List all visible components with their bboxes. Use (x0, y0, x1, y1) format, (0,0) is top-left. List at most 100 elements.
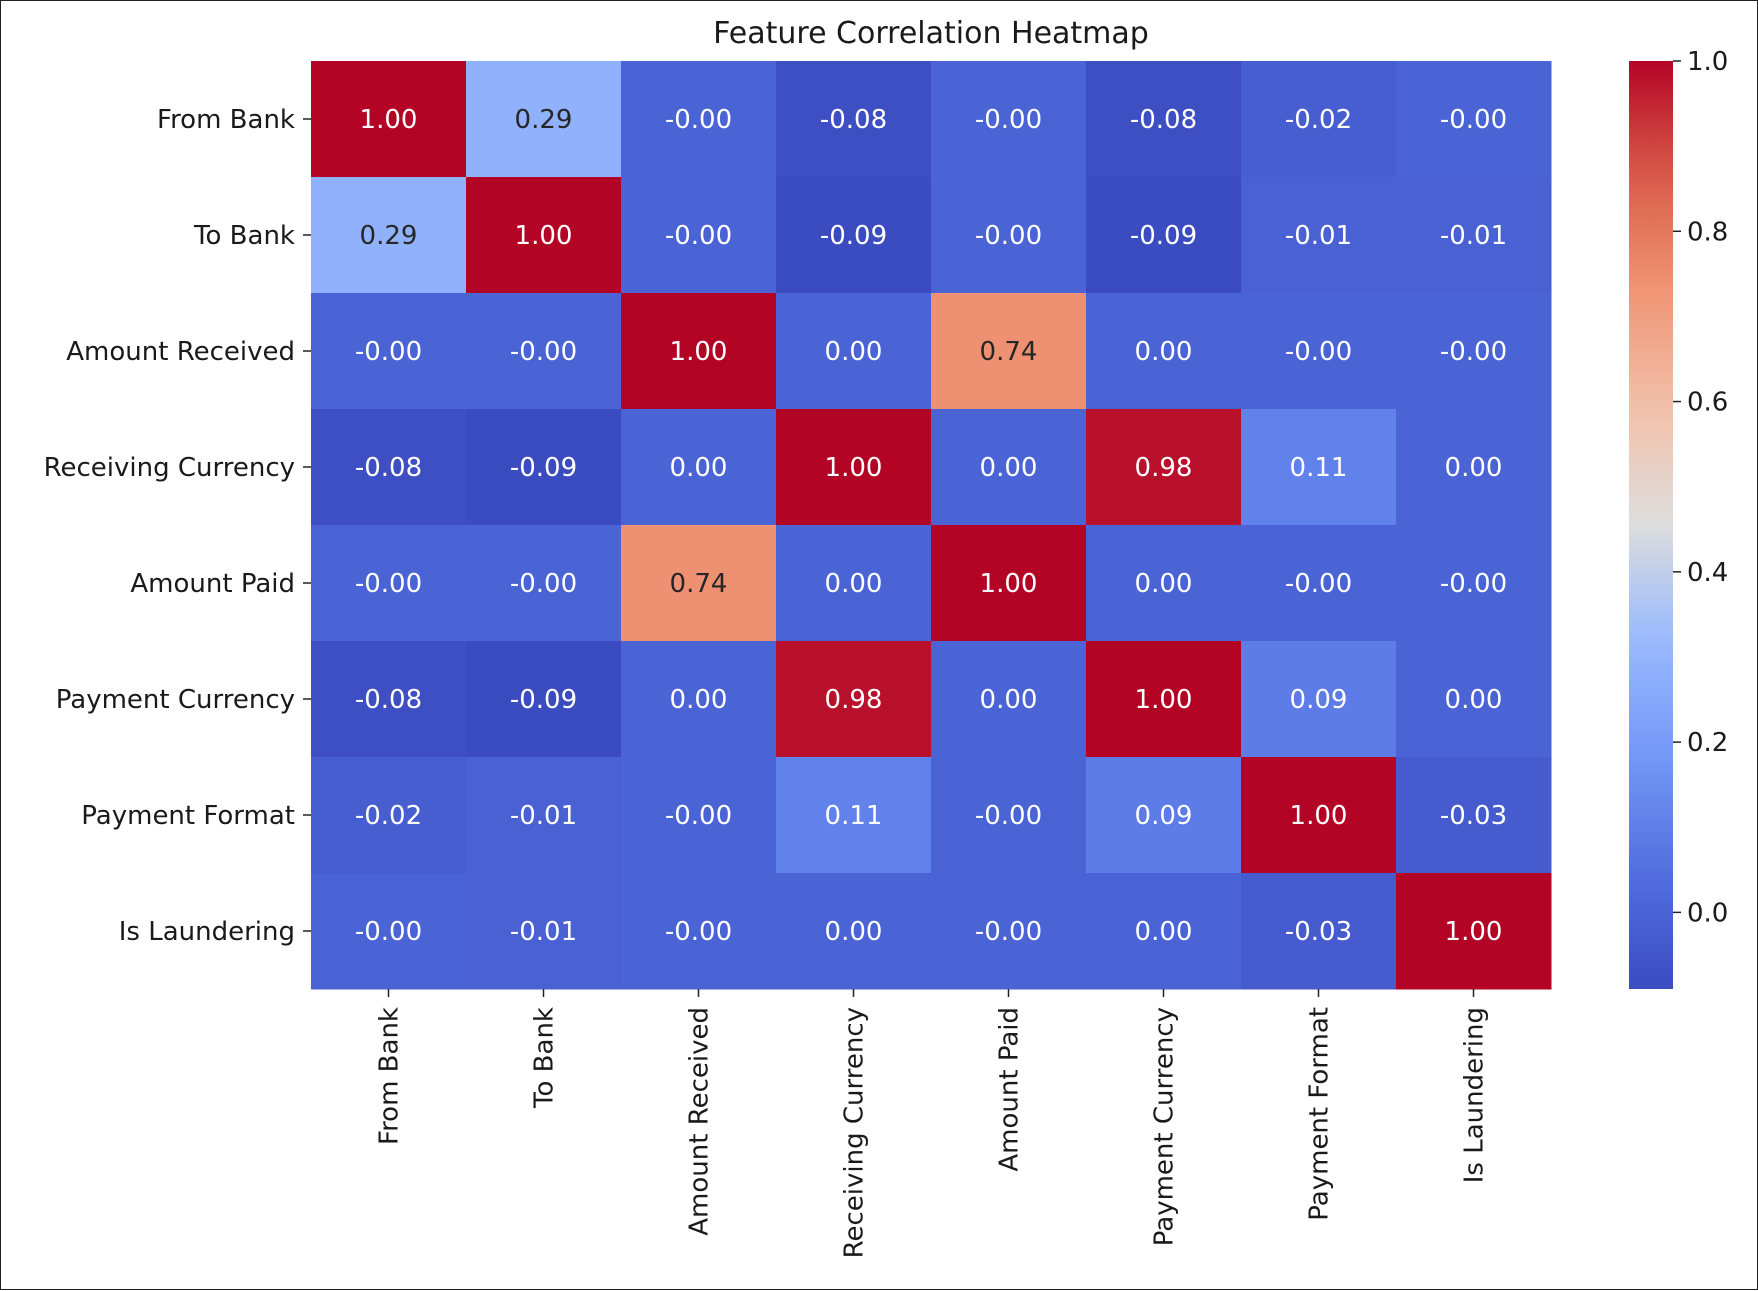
heatmap-cells: 1.00 0.29 -0.00 -0.08 -0.00 -0.08 -0.02 -0.00 0.… (311, 61, 1552, 990)
x-tick-label: To Bank (530, 1007, 560, 1109)
heatmap-cell-label: 1.00 (980, 569, 1038, 599)
x-tick-label: Amount Received (685, 1007, 715, 1236)
heatmap-cell (931, 757, 1087, 874)
heatmap-cell (311, 61, 467, 178)
heatmap-cell (776, 525, 932, 642)
heatmap-cell-label: 0.09 (1135, 801, 1193, 831)
heatmap-cell-label: 1.00 (825, 453, 883, 483)
heatmap-cell-label: -0.01 (510, 917, 577, 947)
heatmap-cell (931, 873, 1087, 990)
heatmap-cell-label: 1.00 (670, 337, 728, 367)
heatmap-cell (776, 409, 932, 526)
heatmap-cell-label: 0.00 (1445, 453, 1503, 483)
heatmap-cell (466, 177, 622, 294)
heatmap-cell (1396, 409, 1552, 526)
heatmap-cell (931, 409, 1087, 526)
x-tick-label: Amount Paid (995, 1007, 1025, 1172)
heatmap-cell-label: -0.00 (975, 917, 1042, 947)
heatmap-cell-label: -0.00 (510, 569, 577, 599)
heatmap-cell (621, 61, 777, 178)
heatmap-cell (466, 293, 622, 410)
heatmap-cell-label: 0.74 (980, 337, 1038, 367)
y-tick-label: Is Laundering (119, 917, 295, 947)
y-tick-label: Receiving Currency (44, 453, 295, 483)
y-tick-label: Payment Format (81, 801, 295, 831)
heatmap-cell (621, 757, 777, 874)
heatmap-cell (466, 873, 622, 990)
heatmap-cell-label: 0.74 (670, 569, 728, 599)
heatmap-cell (621, 409, 777, 526)
heatmap-cell-label: -0.08 (355, 685, 422, 715)
heatmap-cell (931, 641, 1087, 758)
heatmap-cell-label: 0.00 (980, 685, 1038, 715)
heatmap-cell-label: -0.01 (1440, 221, 1507, 251)
heatmap-cell (621, 873, 777, 990)
heatmap-cell (1241, 177, 1397, 294)
colorbar-tick-label: 0.6 (1687, 388, 1728, 418)
heatmap-cell-label: -0.01 (1285, 221, 1352, 251)
heatmap-cell (1241, 757, 1397, 874)
y-tick-labels: From Bank To Bank Amount Received Receiving… (44, 105, 311, 947)
heatmap-cell-label: 0.11 (1290, 453, 1348, 483)
heatmap-cell-label: 0.98 (1135, 453, 1193, 483)
heatmap-cell-label: 0.00 (670, 685, 728, 715)
heatmap-cell-label: -0.00 (665, 801, 732, 831)
x-tick-label: From Bank (375, 1007, 405, 1145)
heatmap-cell-label: -0.00 (975, 801, 1042, 831)
colorbar-tick-label: 0.0 (1687, 898, 1728, 928)
heatmap-cell-label: 0.29 (360, 221, 418, 251)
colorbar-tick-label: 0.2 (1687, 728, 1728, 758)
heatmap-cell-label: -0.08 (355, 453, 422, 483)
heatmap-cell-label: -0.03 (1440, 801, 1507, 831)
heatmap-cell (1241, 525, 1397, 642)
y-tick-label: Payment Currency (56, 685, 295, 715)
heatmap-cell (776, 293, 932, 410)
heatmap-cell-label: -0.00 (1440, 569, 1507, 599)
x-tick-label: Is Laundering (1460, 1007, 1490, 1183)
heatmap-cell-label: -0.00 (665, 105, 732, 135)
heatmap-cell (1086, 873, 1242, 990)
heatmap-cell-label: 0.00 (1135, 569, 1193, 599)
heatmap-cell-label: 1.00 (1135, 685, 1193, 715)
heatmap-cell (1396, 61, 1552, 178)
heatmap-cell-label: 0.00 (825, 337, 883, 367)
heatmap-cell (931, 293, 1087, 410)
y-tick-label: Amount Paid (130, 569, 295, 599)
heatmap-cell-label: -0.00 (665, 917, 732, 947)
heatmap-cell-label: 1.00 (360, 105, 418, 135)
chart-title: Feature Correlation Heatmap (713, 16, 1149, 51)
y-tick-label: From Bank (157, 105, 295, 135)
heatmap-cell (311, 293, 467, 410)
heatmap-cell-label: -0.02 (355, 801, 422, 831)
heatmap-cell (1086, 409, 1242, 526)
heatmap-cell-label: -0.03 (1285, 917, 1352, 947)
heatmap-cell-label: 0.09 (1290, 685, 1348, 715)
heatmap-cell (311, 177, 467, 294)
heatmap-cell (621, 177, 777, 294)
heatmap-cell (1086, 525, 1242, 642)
heatmap-cell-label: 0.11 (825, 801, 883, 831)
heatmap-cell (776, 873, 932, 990)
heatmap-cell-label: -0.00 (355, 337, 422, 367)
heatmap-cell-label: -0.00 (510, 337, 577, 367)
heatmap-cell (1396, 757, 1552, 874)
heatmap-cell-label: -0.00 (1285, 337, 1352, 367)
heatmap-cell (776, 641, 932, 758)
heatmap-cell (1396, 177, 1552, 294)
heatmap-cell-label: -0.00 (975, 105, 1042, 135)
heatmap-cell-label: 1.00 (1290, 801, 1348, 831)
heatmap-cell (1086, 293, 1242, 410)
heatmap-cell (311, 525, 467, 642)
heatmap-cell (1396, 293, 1552, 410)
heatmap-cell (1241, 873, 1397, 990)
x-tick-label: Receiving Currency (840, 1007, 870, 1258)
heatmap-cell (931, 61, 1087, 178)
heatmap-cell (621, 525, 777, 642)
heatmap-cell-label: -0.09 (510, 453, 577, 483)
colorbar: 0.0 0.2 0.4 0.6 0.8 1.0 (1629, 47, 1728, 989)
heatmap-cell-label: -0.00 (1440, 337, 1507, 367)
heatmap-cell-label: -0.00 (355, 917, 422, 947)
heatmap-cell-label: 0.00 (1445, 685, 1503, 715)
heatmap-cell (931, 525, 1087, 642)
